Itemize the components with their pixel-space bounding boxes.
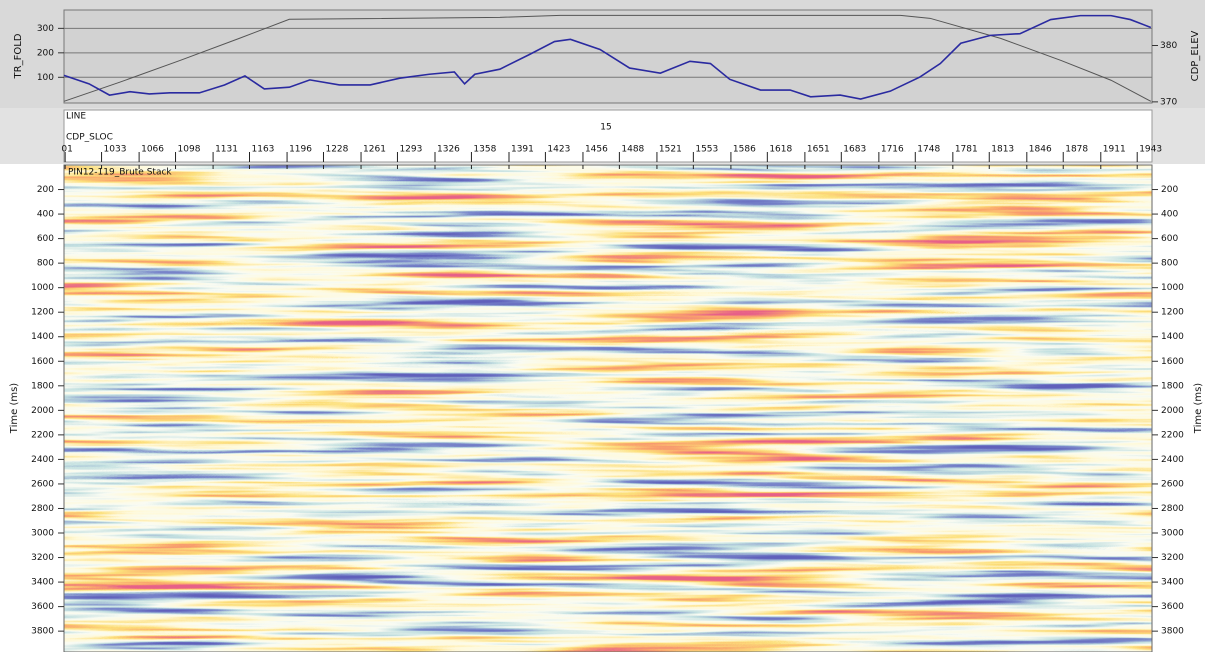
y-tick-label: 3200 [31,553,54,563]
x-tick-label: 1261 [363,145,386,155]
x-tick-label: 1813 [991,145,1014,155]
y-tick-label: 600 [37,234,54,244]
x-tick-label: 1163 [252,145,275,155]
y-tick-label: 1200 [31,308,54,318]
y-tick-label: 3800 [31,627,54,637]
header-panel [63,109,1153,163]
series-line [63,14,1152,102]
y-tick-label: 800 [37,259,54,269]
x-tick-label: 1033 [104,145,127,155]
y2-tick-label: 600 [1161,234,1178,244]
y-tick-label: 300 [37,24,54,34]
x-tick-label: 1196 [289,145,312,155]
y-tick-label: 2600 [31,479,54,489]
x-tick-label: 1326 [437,145,460,155]
y2-tick-label: 3600 [1161,602,1184,612]
y2-tick-label: 400 [1161,210,1178,220]
y2-tick-label: 2600 [1161,479,1184,489]
y2-tick-label: 3000 [1161,529,1184,539]
y2-tick-label: 2800 [1161,504,1184,514]
line-label: LINE [66,112,86,122]
y2-tick-label: 200 [1161,185,1178,195]
y-tick-label: 1400 [31,332,54,342]
y-tick-label: 2800 [31,504,54,514]
x-tick-label: 1423 [547,145,570,155]
y-tick-label: 3000 [31,529,54,539]
y-tick-label: 200 [37,185,54,195]
x-tick-label: 1911 [1103,145,1126,155]
x-tick-label: 1943 [1139,145,1162,155]
x-tick-label: 1748 [917,145,940,155]
y-tick-label: 400 [37,210,54,220]
y2-tick-label: 3200 [1161,553,1184,563]
x-tick-label: 1358 [473,145,496,155]
y2-tick-label: 3400 [1161,578,1184,588]
seismic-frame [63,164,1153,652]
y2-tick-label: 1800 [1161,381,1184,391]
y-axis-title: Time (ms) [9,383,20,435]
x-tick-label: 1651 [807,145,830,155]
y2-tick-label: 2200 [1161,430,1184,440]
y2-tick-label: 1600 [1161,357,1184,367]
x-tick-label: 1846 [1029,145,1052,155]
x-tick-label: 1716 [881,145,904,155]
y2-axis-title: Time (ms) [1193,383,1204,435]
x-tick-label: 1391 [511,145,534,155]
y-tick-label: 1600 [31,357,54,367]
x-tick-label: 1293 [399,145,422,155]
y-tick-label: 1800 [31,381,54,391]
fold-panel [63,9,1153,104]
y2-tick-label: 370 [1160,97,1177,107]
x-axis-title: CDP_SLOC [66,133,113,143]
y-tick-label: 100 [37,73,54,83]
y2-tick-label: 800 [1161,259,1178,269]
y-axis-title: TR_FOLD [13,33,24,79]
series-line [63,14,1152,100]
x-tick-label: 1456 [585,145,608,155]
y-tick-label: 1000 [31,283,54,293]
x-tick-label: 1553 [695,145,718,155]
y2-axis-title: CDP_ELEV [1190,30,1201,81]
x-tick-label: 1878 [1065,145,1088,155]
x-tick-label: 1781 [955,145,978,155]
line-value: 15 [600,123,611,133]
section-title: PIN12-119_Brute Stack [68,168,172,178]
y2-tick-label: 380 [1160,41,1177,51]
y-tick-label: 3400 [31,578,54,588]
x-tick-label: 1521 [659,145,682,155]
x-tick-label: 01 [61,145,72,155]
y2-tick-label: 1400 [1161,332,1184,342]
x-tick-label: 1131 [215,145,238,155]
y2-tick-label: 2000 [1161,406,1184,416]
x-tick-label: 1228 [325,145,348,155]
y-tick-label: 2400 [31,455,54,465]
x-tick-label: 1488 [621,145,644,155]
y2-tick-label: 2400 [1161,455,1184,465]
x-tick-label: 1618 [769,145,792,155]
x-tick-label: 1683 [843,145,866,155]
x-tick-label: 1586 [733,145,756,155]
y2-tick-label: 3800 [1161,627,1184,637]
y-tick-label: 2000 [31,406,54,416]
x-tick-label: 1066 [141,145,164,155]
y-tick-label: 200 [37,48,54,58]
y2-tick-label: 1200 [1161,308,1184,318]
y2-tick-label: 1000 [1161,283,1184,293]
seismic-section [64,165,1152,652]
y-tick-label: 2200 [31,430,54,440]
y-tick-label: 3600 [31,602,54,612]
x-tick-label: 1098 [178,145,201,155]
